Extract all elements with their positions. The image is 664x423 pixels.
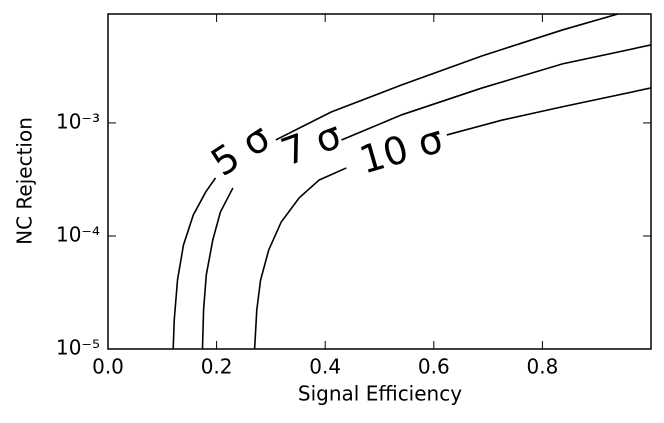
x-axis-label: Signal Efficiency xyxy=(298,382,462,406)
x-tick-label: 0.2 xyxy=(201,355,233,379)
contour-label: 7 σ xyxy=(275,113,347,175)
contour-line xyxy=(253,87,651,349)
x-tick-label: 0.8 xyxy=(526,355,558,379)
contour-label: 10 σ xyxy=(355,117,448,183)
plot-area xyxy=(172,14,651,349)
x-tick-label: 0.6 xyxy=(418,355,450,379)
contour-line xyxy=(172,14,619,349)
contour-line xyxy=(201,44,651,349)
y-tick-label: 10⁻³ xyxy=(56,109,100,133)
contour-label: 5 σ xyxy=(203,115,278,185)
x-tick-label: 0.4 xyxy=(309,355,341,379)
plot-frame xyxy=(107,13,652,350)
x-tick-label: 0.0 xyxy=(92,355,124,379)
y-tick-label: 10⁻⁵ xyxy=(56,336,100,360)
y-axis-label: NC Rejection xyxy=(13,117,37,245)
y-tick-label: 10⁻⁴ xyxy=(56,222,100,246)
